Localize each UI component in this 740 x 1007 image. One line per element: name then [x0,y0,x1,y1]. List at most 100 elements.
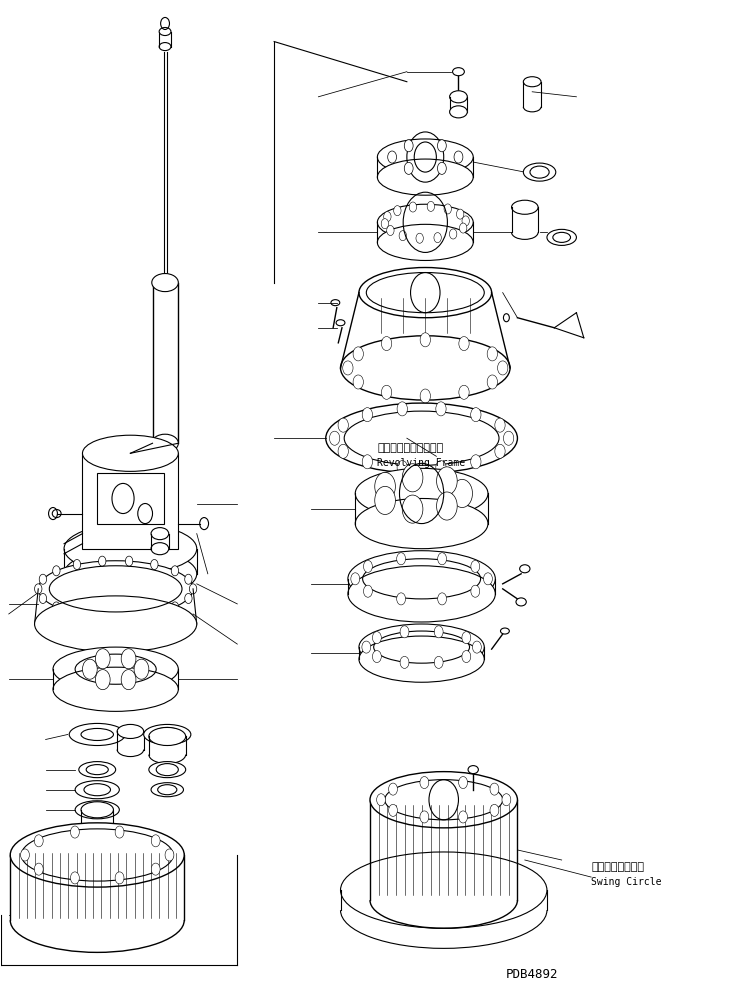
Circle shape [353,375,363,389]
Circle shape [387,226,394,236]
Circle shape [397,460,408,474]
Ellipse shape [152,434,178,452]
Circle shape [487,346,497,361]
Circle shape [495,444,505,458]
Circle shape [185,574,192,584]
Circle shape [338,444,349,458]
Circle shape [454,151,463,163]
Bar [97,473,164,524]
Circle shape [404,140,413,152]
Circle shape [436,460,446,474]
Circle shape [495,418,505,432]
Ellipse shape [377,159,473,195]
Ellipse shape [86,764,108,774]
Circle shape [490,805,499,817]
Circle shape [151,835,160,847]
Circle shape [437,140,446,152]
Circle shape [502,794,511,806]
Ellipse shape [78,761,115,777]
Circle shape [372,631,381,643]
Circle shape [384,211,391,222]
Circle shape [462,215,469,226]
Circle shape [457,209,464,220]
Circle shape [483,573,492,585]
Ellipse shape [75,801,119,819]
Circle shape [420,332,431,346]
Circle shape [70,826,79,838]
Ellipse shape [38,561,193,617]
Circle shape [460,223,467,233]
Ellipse shape [523,163,556,181]
Circle shape [437,467,457,495]
Circle shape [436,402,446,416]
Circle shape [459,386,469,400]
Circle shape [165,849,174,861]
Circle shape [95,670,110,690]
Circle shape [70,872,79,884]
Ellipse shape [348,566,495,622]
Circle shape [420,811,428,823]
Circle shape [73,560,81,570]
Circle shape [134,660,149,680]
Circle shape [388,805,397,817]
Ellipse shape [153,727,181,741]
Circle shape [171,566,178,576]
Text: レボルビングフレーム: レボルビングフレーム [377,443,443,453]
Ellipse shape [156,763,178,775]
Ellipse shape [64,549,197,599]
Circle shape [381,386,391,400]
Ellipse shape [530,166,549,178]
Circle shape [343,361,353,375]
Circle shape [82,660,97,680]
Ellipse shape [151,782,184,797]
Circle shape [362,455,372,469]
Circle shape [404,162,413,174]
Circle shape [329,431,340,445]
Ellipse shape [336,320,345,325]
Circle shape [462,631,471,643]
Ellipse shape [144,724,191,744]
Circle shape [362,641,371,654]
Ellipse shape [523,77,541,87]
Circle shape [459,336,469,350]
Ellipse shape [340,335,510,400]
Ellipse shape [377,204,473,241]
Ellipse shape [331,300,340,306]
Ellipse shape [547,230,576,246]
Circle shape [459,776,468,788]
Circle shape [434,233,441,243]
Ellipse shape [53,648,178,691]
Circle shape [434,625,443,637]
Ellipse shape [81,728,113,740]
Circle shape [437,593,446,605]
Circle shape [98,556,106,566]
Ellipse shape [453,67,465,76]
Ellipse shape [355,498,488,549]
Circle shape [151,560,158,570]
Ellipse shape [450,106,468,118]
Circle shape [151,608,158,618]
Circle shape [471,408,481,422]
Circle shape [39,593,47,603]
Circle shape [338,418,349,432]
Circle shape [362,408,372,422]
Ellipse shape [516,598,526,606]
Circle shape [381,219,389,229]
Circle shape [73,608,81,618]
Circle shape [34,863,43,875]
Ellipse shape [370,771,517,828]
Circle shape [21,849,30,861]
Circle shape [363,585,372,597]
Ellipse shape [500,628,509,634]
Ellipse shape [159,42,171,50]
Circle shape [444,203,451,213]
Circle shape [397,553,406,565]
Circle shape [189,584,197,594]
Ellipse shape [359,624,484,671]
Circle shape [399,231,406,241]
Bar [82,453,178,549]
Circle shape [121,649,136,669]
Circle shape [471,585,480,597]
Circle shape [397,402,408,416]
Circle shape [351,573,360,585]
